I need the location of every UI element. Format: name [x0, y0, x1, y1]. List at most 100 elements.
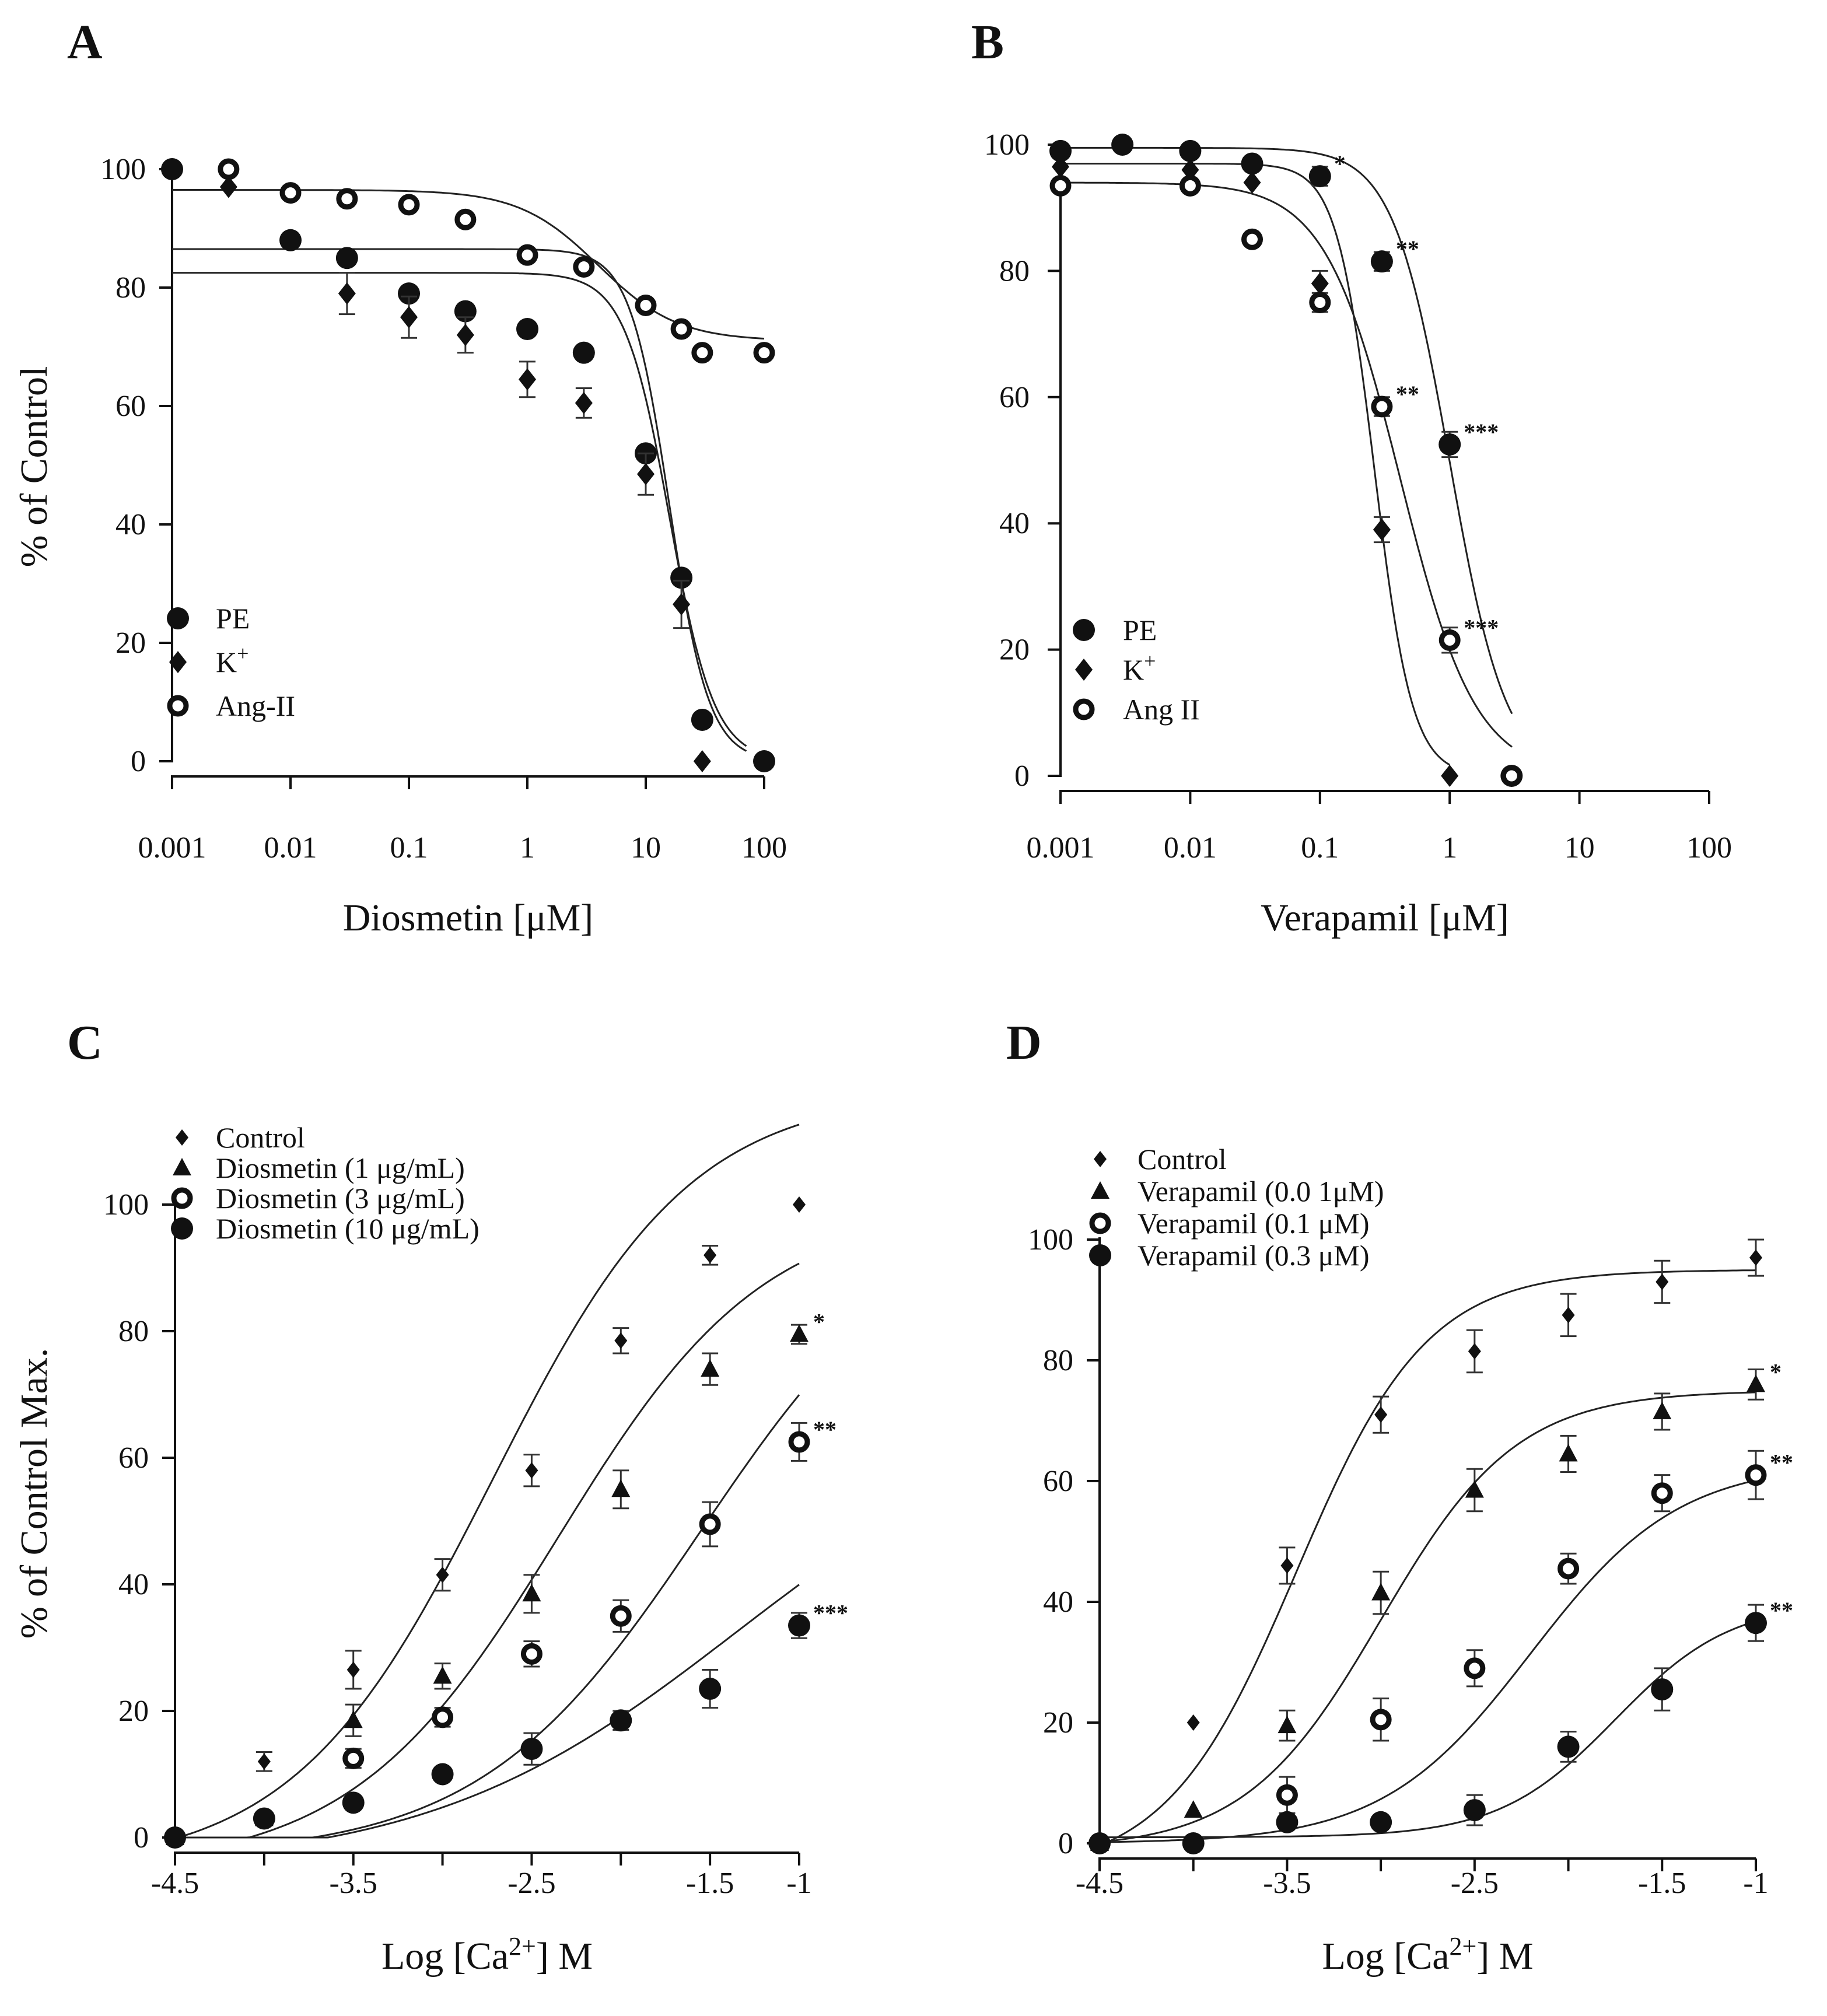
panel-d-point-series-2 — [1651, 1482, 1673, 1504]
panel-d-point-series-0 — [1749, 1250, 1762, 1266]
panel-c-point-series-1 — [701, 1359, 720, 1377]
panel-a-point-series-2 — [573, 256, 595, 278]
panel-c-point-series-0 — [614, 1332, 628, 1349]
panel-d-legend-marker — [1094, 1151, 1107, 1167]
panel-b-x-tick-label: 10 — [1564, 831, 1595, 864]
panel-d-point-series-0 — [1186, 1714, 1200, 1731]
panel-c-x-tick-label: -3.5 — [330, 1867, 377, 1900]
panel-b-point-series-1 — [1311, 272, 1329, 295]
panel-b-point-series-2 — [1500, 765, 1522, 787]
panel-d-point-series-2 — [1276, 1784, 1298, 1806]
panel-c-x-tick-label: -1 — [786, 1867, 811, 1900]
panel-c-point-series-1 — [611, 1479, 631, 1497]
panel-b-y-tick-label: 60 — [999, 381, 1030, 414]
panel-b-legend-label: PE — [1123, 614, 1157, 646]
panel-c-y-tick-label: 40 — [118, 1568, 149, 1601]
panel-b-significance-label: ** — [1396, 236, 1419, 262]
panel-b-point-series-1 — [1373, 519, 1391, 541]
panel-d-legend-marker — [1089, 1212, 1111, 1234]
panel-a-x-tick-label: 0.1 — [390, 831, 428, 864]
panel-d-point-series-0 — [1280, 1557, 1294, 1574]
panel-c-y-tick-label: 20 — [118, 1695, 149, 1728]
panel-d-point-series-2 — [1464, 1657, 1486, 1679]
panel-d-point-series-3 — [1463, 1799, 1486, 1822]
panel-c-point-series-1 — [433, 1666, 452, 1684]
panel-b-point-series-1 — [1243, 171, 1261, 194]
panel-b-point-series-0 — [1111, 134, 1134, 156]
panel-a-x-label: Diosmetin [μM] — [343, 897, 594, 939]
panel-a-point-series-2 — [691, 342, 713, 364]
panel-c-point-series-3 — [164, 1826, 186, 1849]
panel-a-point-series-0 — [691, 708, 713, 731]
panel-d-x-tick-label: -1 — [1743, 1867, 1768, 1900]
panel-c-legend-marker — [171, 1217, 193, 1240]
panel-d-fit-curve-3 — [1100, 1620, 1756, 1839]
panel-b-x-tick-label: 1 — [1442, 831, 1457, 864]
panel-c-legend-label: Diosmetin (1 μg/mL) — [216, 1152, 465, 1184]
panel-d-legend-label: Verapamil (0.3 μM) — [1138, 1239, 1370, 1272]
panel-b-y-tick-label: 20 — [999, 634, 1030, 667]
panel-b-significance-label: *** — [1464, 614, 1499, 640]
panel-a-point-series-1 — [456, 324, 474, 346]
panel-b-x-label: Verapamil [μM] — [1261, 897, 1509, 939]
panel-a-legend-label: K+ — [216, 642, 249, 678]
panel-c-legend-marker — [173, 1158, 191, 1175]
panel-a-y-label: % of Control — [13, 366, 55, 568]
panel-b-legend-label: K+ — [1123, 649, 1156, 686]
panel-b-y-tick-label: 40 — [999, 507, 1030, 540]
panel-d-point-series-2 — [1370, 1709, 1392, 1731]
panel-a-fit-curve-1 — [172, 248, 747, 752]
panel-a-point-series-0 — [516, 318, 538, 341]
panel-c-point-series-3 — [788, 1614, 810, 1637]
panel-b-point-series-0 — [1179, 139, 1202, 162]
panel-d-legend-label: Control — [1138, 1143, 1227, 1175]
panel-a-point-series-2 — [398, 194, 420, 216]
panel-d-fit-curve-1 — [1099, 1391, 1756, 1843]
panel-a: A 0 20 40 60 80 100 0.001 0.01 0.1 1 10 100 Diosmetin… — [13, 15, 787, 939]
panel-d-y-tick-label: 40 — [1043, 1586, 1073, 1619]
panel-c-point-series-3 — [342, 1791, 365, 1814]
panel-b-point-series-0 — [1049, 139, 1072, 162]
panel-b-x-tick-label: 0.001 — [1027, 831, 1095, 864]
panel-a-point-series-0 — [398, 282, 420, 305]
panel-c-fit-curve-0 — [175, 1124, 800, 1839]
panel-d-point-series-1 — [1465, 1480, 1484, 1498]
panel-d-point-series-2 — [1745, 1464, 1767, 1486]
panel-d-x-label-superscript: 2+ — [1450, 1932, 1477, 1961]
panel-c-y-tick-label: 60 — [118, 1441, 149, 1475]
panel-c-significance-label: ** — [813, 1416, 836, 1443]
panel-d-point-series-0 — [1374, 1406, 1388, 1423]
panel-d-significance-label: ** — [1770, 1450, 1793, 1476]
panel-a-point-series-2 — [516, 244, 538, 266]
panel-b-x-tick-label: 0.1 — [1301, 831, 1339, 864]
panel-c-x-label-part: ] M — [536, 1935, 593, 1978]
panel-d-x-label-part: Log [Ca — [1322, 1935, 1449, 1978]
panel-b-fit-curve-2 — [1060, 181, 1513, 748]
panel-d-x-tick-label: -2.5 — [1451, 1867, 1499, 1900]
panel-a-y-tick-label: 100 — [100, 153, 146, 186]
panel-b-point-series-2 — [1049, 174, 1072, 197]
panel-b-significance-label: *** — [1464, 419, 1499, 445]
panel-d-y-tick-label: 100 — [1028, 1223, 1073, 1256]
panel-d-point-series-0 — [1468, 1343, 1481, 1360]
panel-b-point-series-0 — [1370, 250, 1393, 273]
panel-d-y-tick-label: 60 — [1043, 1465, 1073, 1498]
panel-c-x-label-part: Log [Ca — [382, 1935, 509, 1978]
panel-d-x-label: Log [Ca2+] M — [1322, 1932, 1533, 1978]
panel-d-point-series-1 — [1559, 1444, 1578, 1462]
panel-c-point-series-2 — [520, 1643, 542, 1665]
panel-b-y-tick-label: 0 — [1014, 760, 1030, 793]
panel-b-point-series-0 — [1241, 152, 1264, 175]
panel-b-point-series-2 — [1309, 292, 1331, 313]
panel-c-x-tick-label: -1.5 — [686, 1867, 734, 1900]
panel-b-point-series-2 — [1179, 174, 1201, 197]
panel-b-legend-marker — [1073, 698, 1095, 720]
panel-a-fit-curve-0 — [172, 272, 747, 747]
panel-a-legend-marker — [169, 651, 187, 673]
panel-b-point-series-2 — [1371, 396, 1393, 418]
panel-d-point-series-2 — [1558, 1558, 1580, 1580]
panel-d-legend-marker — [1091, 1181, 1110, 1199]
panel-c-point-series-0 — [525, 1462, 538, 1479]
panel-a-point-series-0 — [335, 247, 358, 270]
panel-c-legend-label: Diosmetin (10 μg/mL) — [216, 1212, 480, 1245]
